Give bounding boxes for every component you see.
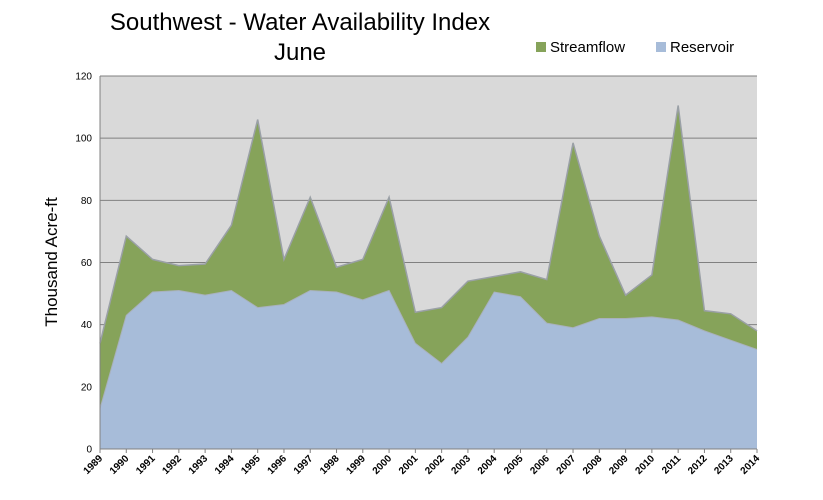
x-tick-label: 2012: [686, 453, 710, 477]
y-tick-label: 40: [81, 320, 93, 331]
x-tick-label: 1992: [160, 453, 184, 477]
x-tick-label: 1996: [266, 453, 290, 477]
title-group: Southwest - Water Availability Index Jun…: [110, 9, 490, 66]
x-tick-label: 1993: [187, 453, 211, 477]
x-tick-label: 1994: [213, 453, 237, 477]
x-tick-label: 1989: [82, 453, 106, 477]
legend-label-streamflow: Streamflow: [550, 39, 625, 56]
legend: Streamflow Reservoir: [536, 39, 734, 56]
legend-swatch-streamflow: [536, 42, 546, 52]
x-tick-label: 2009: [607, 453, 631, 477]
area-streamflow: [100, 105, 757, 409]
area-series: [99, 105, 758, 449]
x-tick-label: 2007: [555, 453, 579, 477]
y-tick-label: 0: [86, 445, 92, 456]
chart-title: Southwest - Water Availability Index: [110, 9, 490, 36]
x-tick-label: 2005: [502, 453, 526, 477]
x-tick-label: 2013: [712, 453, 736, 477]
streamflow-outline: [99, 105, 758, 344]
y-tick-label: 100: [75, 134, 92, 145]
legend-swatch-reservoir: [656, 42, 666, 52]
x-tick-label: 2006: [528, 453, 552, 477]
x-tick-label: 2010: [633, 453, 657, 477]
x-tick-label: 2003: [450, 453, 474, 477]
x-tick-label: 2008: [581, 453, 605, 477]
x-tick-label: 2001: [397, 453, 421, 477]
x-axis-ticks: 1989 1990 1991 1992 1993 1994 1995 1996 1997 1998…: [82, 449, 763, 477]
y-axis-ticks: 0 20 40 60 80 100 120: [75, 72, 92, 456]
x-tick-label: 1997: [292, 453, 316, 477]
x-tick-label: 1990: [108, 453, 132, 477]
x-tick-label: 2014: [739, 453, 763, 477]
x-tick-label: 1998: [318, 453, 342, 477]
area-reservoir: [100, 290, 757, 449]
y-axis-label: Thousand Acre-ft: [42, 197, 61, 327]
x-tick-label: 1995: [239, 453, 263, 477]
y-tick-label: 120: [75, 72, 92, 83]
x-tick-label: 2002: [423, 453, 447, 477]
chart-subtitle: June: [274, 39, 326, 66]
x-tick-label: 1999: [344, 453, 368, 477]
y-tick-label: 80: [81, 196, 93, 207]
legend-label-reservoir: Reservoir: [670, 39, 734, 56]
reservoir-outline: [99, 289, 758, 409]
y-tick-label: 20: [81, 382, 93, 393]
y-tick-label: 60: [81, 258, 93, 269]
x-tick-label: 2004: [476, 453, 500, 477]
x-tick-label: 2011: [660, 453, 683, 476]
x-tick-label: 2000: [371, 453, 395, 477]
x-tick-label: 1991: [134, 453, 158, 477]
